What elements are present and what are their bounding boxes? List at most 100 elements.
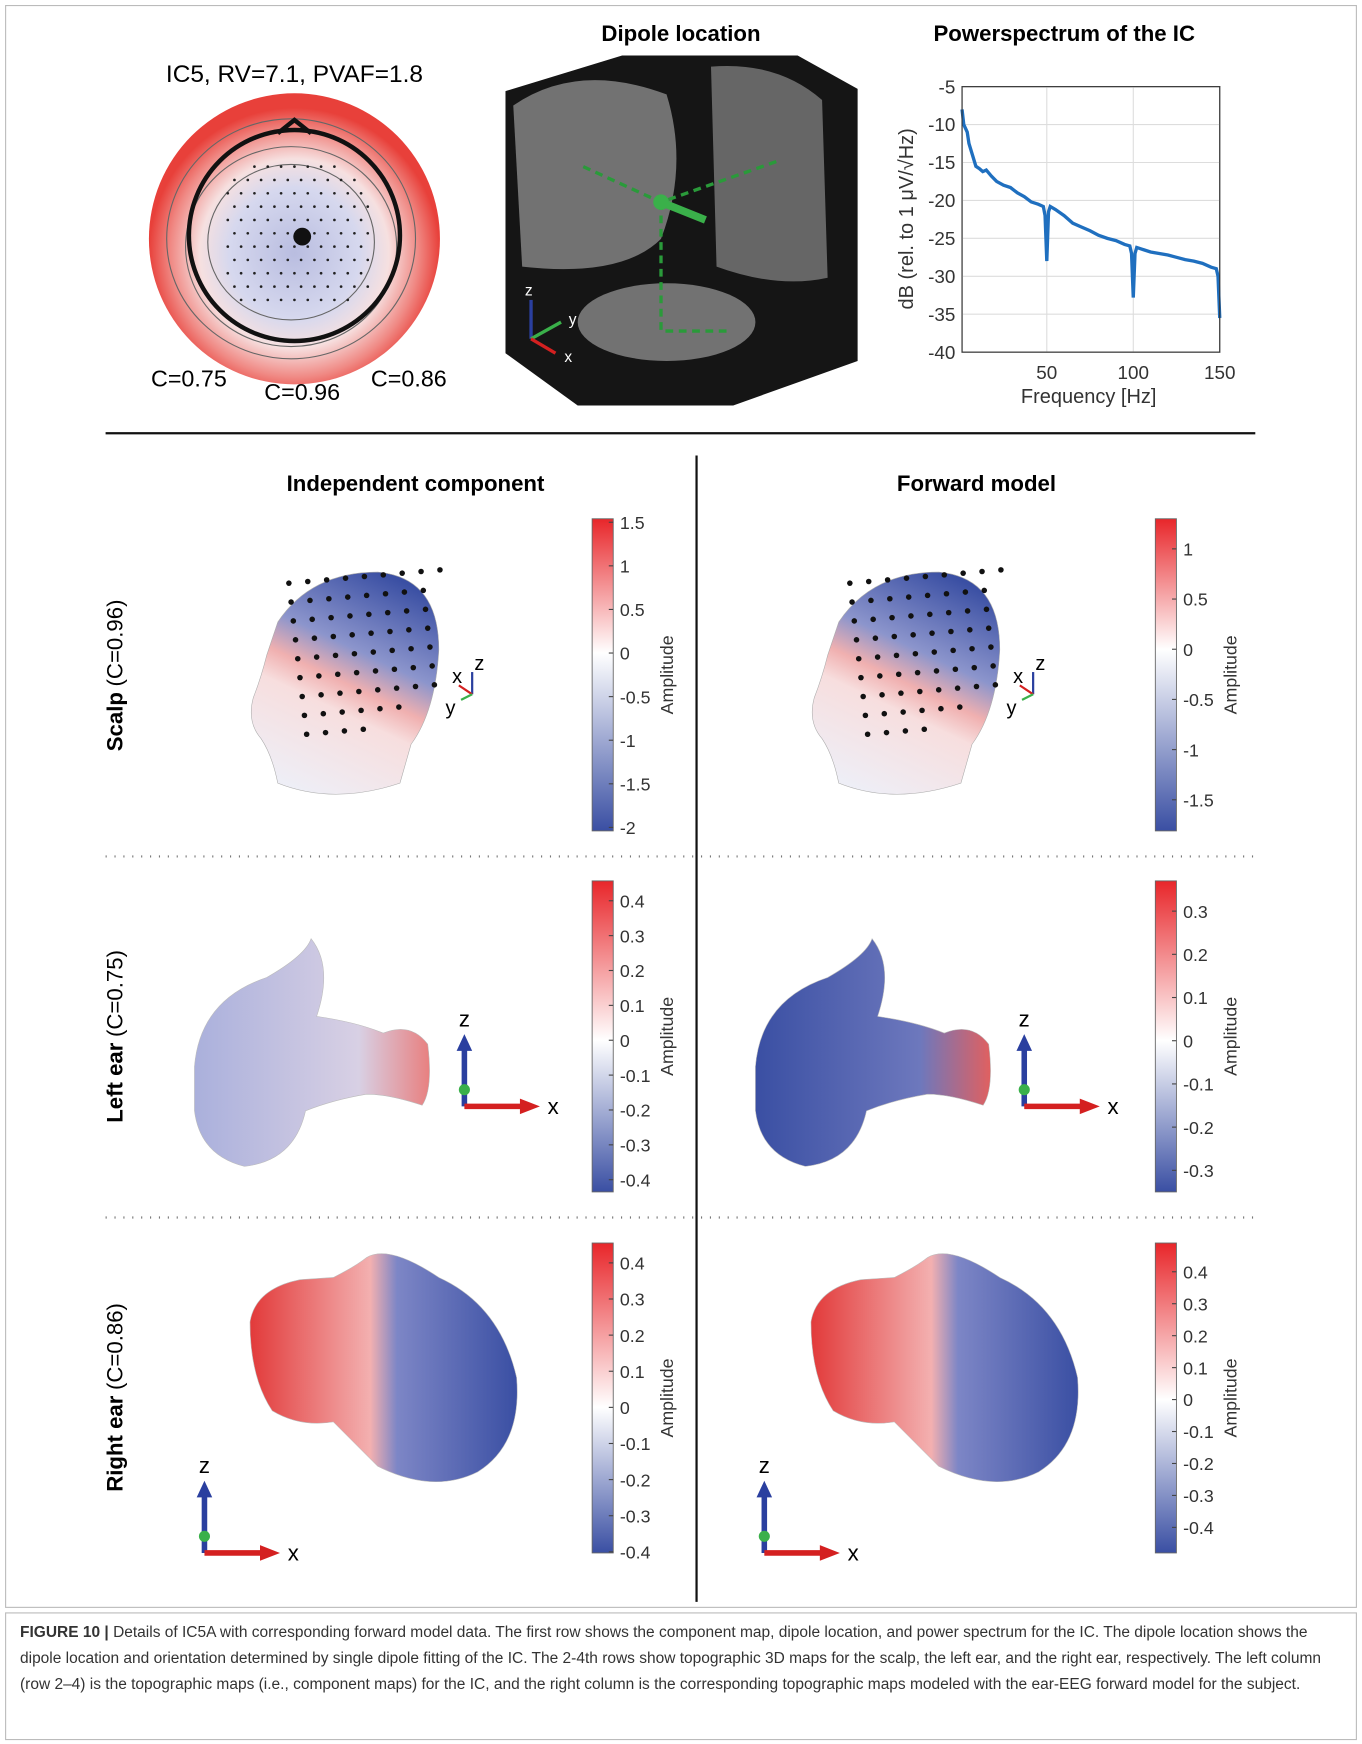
colorbar-label: Amplitude xyxy=(657,1358,677,1437)
colorbar xyxy=(1155,519,1176,831)
electrode xyxy=(998,567,1004,573)
electrode xyxy=(273,285,276,288)
electrode xyxy=(894,653,900,659)
electrode xyxy=(353,179,356,182)
electrode xyxy=(387,629,393,635)
electrode xyxy=(320,272,323,275)
y-tick-label: -20 xyxy=(928,191,955,212)
caption-text: Details of IC5A with corresponding forwa… xyxy=(20,1624,1321,1693)
colorbar-tick-label: -0.1 xyxy=(1183,1422,1214,1442)
colorbar-tick-label: 0 xyxy=(620,1398,630,1418)
electrode xyxy=(320,192,323,195)
electrode xyxy=(396,704,402,710)
mri-sagittal xyxy=(513,80,676,269)
axis-y xyxy=(1019,1084,1030,1095)
electrode xyxy=(364,593,370,599)
electrode xyxy=(986,625,992,631)
electrode xyxy=(304,731,310,737)
electrode xyxy=(984,607,990,613)
electrode xyxy=(333,299,336,302)
electrode xyxy=(313,259,316,262)
electrode xyxy=(266,299,269,302)
electrode xyxy=(226,192,229,195)
electrode xyxy=(882,711,888,717)
electrode xyxy=(233,285,236,288)
electrode xyxy=(246,179,249,182)
colorbar-tick-label: 0.4 xyxy=(1183,1262,1208,1282)
colorbar-label: Amplitude xyxy=(657,635,677,714)
colorbar-tick-label: 0.3 xyxy=(1183,1294,1208,1314)
electrode xyxy=(266,245,269,248)
electrode xyxy=(240,192,243,195)
axis-label: x xyxy=(548,1094,559,1119)
colorbar-tick-label: 0.5 xyxy=(1183,590,1208,610)
electrode xyxy=(353,205,356,208)
electrode xyxy=(944,591,950,597)
row-label: Left ear(C=0.75) xyxy=(102,950,127,1123)
y-tick-label: -5 xyxy=(939,77,956,98)
electrode xyxy=(988,644,994,650)
electrode xyxy=(326,285,329,288)
electrode xyxy=(246,285,249,288)
electrode xyxy=(324,577,330,583)
electrode xyxy=(326,259,329,262)
electrode xyxy=(280,219,283,222)
colorbar-tick-label: -0.2 xyxy=(1183,1118,1214,1138)
electrode xyxy=(293,219,296,222)
dipole-position xyxy=(653,194,669,210)
colorbar-tick-label: 0.3 xyxy=(620,926,645,946)
electrode xyxy=(306,165,309,168)
row-name: Left ear xyxy=(102,1042,127,1123)
electrode xyxy=(957,704,963,710)
electrode xyxy=(300,205,303,208)
electrode xyxy=(981,588,987,594)
electrode xyxy=(368,630,374,636)
colorbar-tick-label: 0.2 xyxy=(1183,945,1208,965)
electrode xyxy=(280,192,283,195)
electrode xyxy=(226,272,229,275)
electrode xyxy=(896,671,902,677)
electrode xyxy=(253,245,256,248)
colorbar-tick-label: 0 xyxy=(1183,640,1193,660)
electrode xyxy=(307,598,313,604)
electrode xyxy=(280,165,283,168)
electrode xyxy=(346,272,349,275)
electrode xyxy=(383,591,389,597)
colorbar-tick-label: 1 xyxy=(620,557,630,577)
electrode xyxy=(879,692,885,698)
electrode xyxy=(990,663,996,669)
electrode xyxy=(953,666,959,672)
axis-y xyxy=(459,1084,470,1095)
electrode xyxy=(868,598,874,604)
electrode xyxy=(295,656,301,662)
electrode xyxy=(314,654,320,660)
electrode xyxy=(423,607,429,613)
electrode xyxy=(884,730,890,736)
electrode xyxy=(865,731,871,737)
colorbar-tick-label: 0.4 xyxy=(620,1254,645,1274)
axis-y xyxy=(199,1531,210,1542)
colorbar-tick-label: 0.1 xyxy=(1183,988,1208,1008)
colorbar-label: Amplitude xyxy=(1220,1358,1240,1437)
electrode xyxy=(356,689,362,695)
mri-coronal xyxy=(711,66,828,281)
electrode xyxy=(286,285,289,288)
colorbar-tick-label: 0.1 xyxy=(1183,1358,1208,1378)
row-detail: (C=0.86) xyxy=(102,1303,127,1390)
electrode xyxy=(906,594,912,600)
column-title: Forward model xyxy=(897,471,1056,496)
electrode xyxy=(340,232,343,235)
colorbar xyxy=(1155,1243,1176,1553)
electrode xyxy=(339,709,345,715)
electrode xyxy=(340,285,343,288)
electrode xyxy=(993,682,999,688)
electrode xyxy=(333,192,336,195)
electrode xyxy=(413,684,419,690)
colorbar xyxy=(1155,881,1176,1192)
axis-label: z xyxy=(525,282,533,299)
electrode xyxy=(253,272,256,275)
colorbar-tick-label: 0.2 xyxy=(620,961,645,981)
colorbar-tick-label: 0 xyxy=(620,644,630,664)
electrode xyxy=(875,654,881,660)
electrode xyxy=(286,580,292,586)
